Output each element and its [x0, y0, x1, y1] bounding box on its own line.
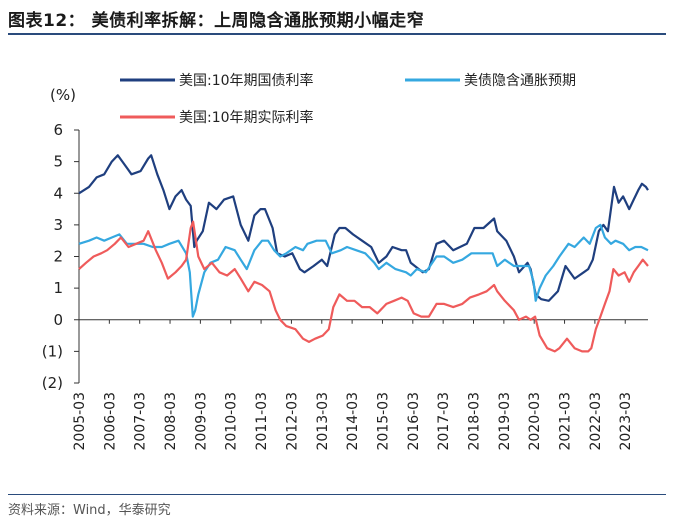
x-tick-label: 2007-03: [133, 392, 149, 451]
y-tick-label: (2): [42, 374, 63, 392]
axes: (%) 6 5 4 3 2 1 0 (1) (2) 2005-03 2006-03 2007-03 200…: [42, 86, 648, 451]
x-tick-label: 2017-03: [436, 392, 452, 451]
x-tick-label: 2008-03: [163, 392, 179, 451]
x-tick-label: 2005-03: [72, 392, 88, 451]
y-tick-label: 0: [53, 311, 63, 329]
chart-title: 图表12： 美债利率拆解：上周隐含通胀预期小幅走窄: [8, 11, 425, 31]
series-lines: [78, 154, 649, 353]
series-line-1: [78, 154, 649, 302]
x-tick-label: 2014-03: [345, 392, 361, 451]
series-line-3: [78, 220, 649, 353]
source-divider: [8, 494, 666, 495]
y-tick-label: 5: [53, 153, 63, 171]
y-tick-label: (1): [42, 342, 63, 360]
x-tick-label: 2022-03: [588, 392, 604, 451]
x-tick-label: 2013-03: [315, 392, 331, 451]
legend-label-3: 美国:10年期实际利率: [179, 109, 314, 126]
x-tick-label: 2006-03: [102, 392, 118, 451]
y-tick-label: 6: [53, 121, 63, 139]
y-unit-label: (%): [50, 86, 76, 104]
x-tick-label: 2010-03: [224, 392, 240, 451]
y-tick-label: 2: [53, 248, 63, 266]
x-tick-label: 2016-03: [406, 392, 422, 451]
x-tick-label: 2019-03: [497, 392, 513, 451]
y-tick-label: 1: [53, 279, 63, 297]
x-tick-label: 2021-03: [558, 392, 574, 451]
x-tick-label: 2009-03: [193, 392, 209, 451]
legend-label-2: 美债隐含通胀预期: [464, 73, 576, 89]
x-tick-label: 2018-03: [467, 392, 483, 451]
y-tick-label: 4: [53, 184, 63, 202]
series-line-2: [78, 223, 649, 318]
x-tick-label: 2023-03: [618, 392, 634, 451]
source-note: 资料来源：Wind，华泰研究: [8, 503, 171, 518]
y-tick-label: 3: [53, 216, 63, 234]
title-divider: [8, 33, 666, 35]
legend-label-1: 美国:10年期国债利率: [179, 72, 314, 89]
x-tick-label: 2012-03: [284, 392, 300, 451]
x-tick-label: 2015-03: [375, 392, 391, 451]
x-tick-label: 2020-03: [527, 392, 543, 451]
x-tick-label: 2011-03: [254, 392, 270, 451]
